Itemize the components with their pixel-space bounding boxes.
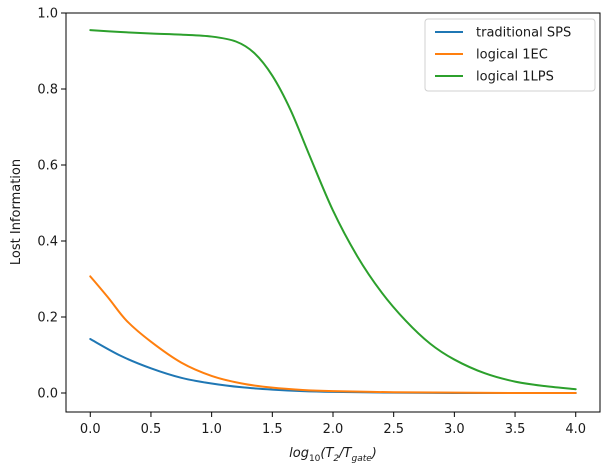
legend-frame — [424, 18, 596, 92]
y-tick-label: 0.4 — [37, 235, 58, 250]
x-tick-label: 1.0 — [201, 422, 222, 437]
series-line-logical-1ec — [89, 275, 577, 395]
y-tick-label: 0.2 — [37, 311, 58, 326]
plot-frame — [65, 12, 601, 413]
series-line-traditional-sps — [89, 338, 577, 395]
y-tick-label: 0.6 — [37, 159, 58, 174]
x-tick-label: 3.5 — [505, 422, 526, 437]
x-tick-label: 3.0 — [444, 422, 465, 437]
x-tick-label: 1.5 — [262, 422, 283, 437]
x-tick-label: 0.5 — [141, 422, 162, 437]
y-tick-label: 0.8 — [37, 83, 58, 98]
x-tick-label: 0.0 — [80, 422, 101, 437]
y-axis-ticks: 0.0 0.2 0.4 0.6 0.8 1.0 — [37, 7, 66, 402]
x-axis-ticks: 0.0 0.5 1.0 1.5 2.0 2.5 3.0 3.5 4.0 — [80, 412, 586, 437]
legend-label-traditional-sps: traditional SPS — [476, 26, 571, 41]
y-tick-label: 0.0 — [37, 387, 58, 402]
legend-label-logical-1lps: logical 1LPS — [476, 70, 554, 85]
x-axis-label: log10(T2/Tgate) — [289, 446, 377, 464]
legend-label-logical-1ec: logical 1EC — [476, 48, 548, 63]
plot-series — [89, 29, 577, 395]
y-axis-label: Lost Information — [9, 159, 24, 265]
y-tick-label: 1.0 — [37, 7, 58, 22]
series-line-logical-1lps — [89, 29, 577, 391]
x-tick-label: 2.5 — [383, 422, 404, 437]
legend: traditional SPS logical 1EC logical 1LPS — [424, 18, 596, 92]
x-tick-label: 4.0 — [565, 422, 586, 437]
x-tick-label: 2.0 — [323, 422, 344, 437]
